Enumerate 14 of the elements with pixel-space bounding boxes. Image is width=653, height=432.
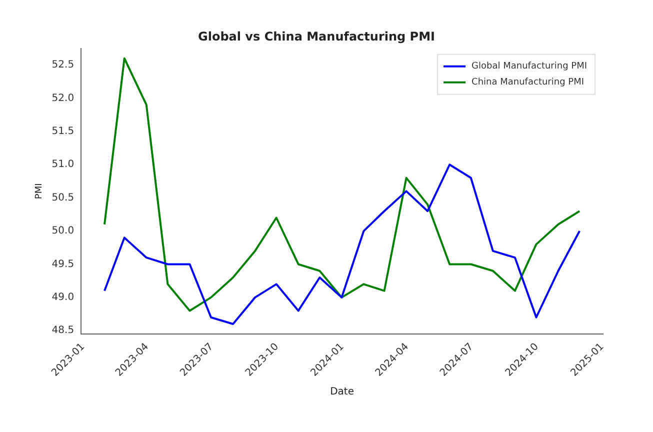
y-tick-label: 51.0	[52, 159, 74, 170]
y-tick-label: 52.0	[52, 92, 74, 104]
x-axis-title: Date	[330, 386, 354, 398]
y-tick-label: 50.0	[52, 226, 74, 237]
chart-title: Global vs China Manufacturing PMI	[198, 29, 435, 44]
y-tick-label: 51.5	[52, 126, 74, 138]
y-tick-label: 49.0	[52, 292, 74, 304]
y-tick-label: 48.5	[52, 325, 74, 336]
y-tick-label: 52.5	[52, 60, 74, 71]
legend-label: Global Manufacturing PMI	[472, 62, 588, 72]
y-tick-label: 49.5	[52, 258, 74, 270]
y-axis-title: PMI	[34, 183, 45, 200]
y-tick-label: 50.5	[52, 192, 74, 204]
legend-label: China Manufacturing PMI	[472, 78, 584, 88]
